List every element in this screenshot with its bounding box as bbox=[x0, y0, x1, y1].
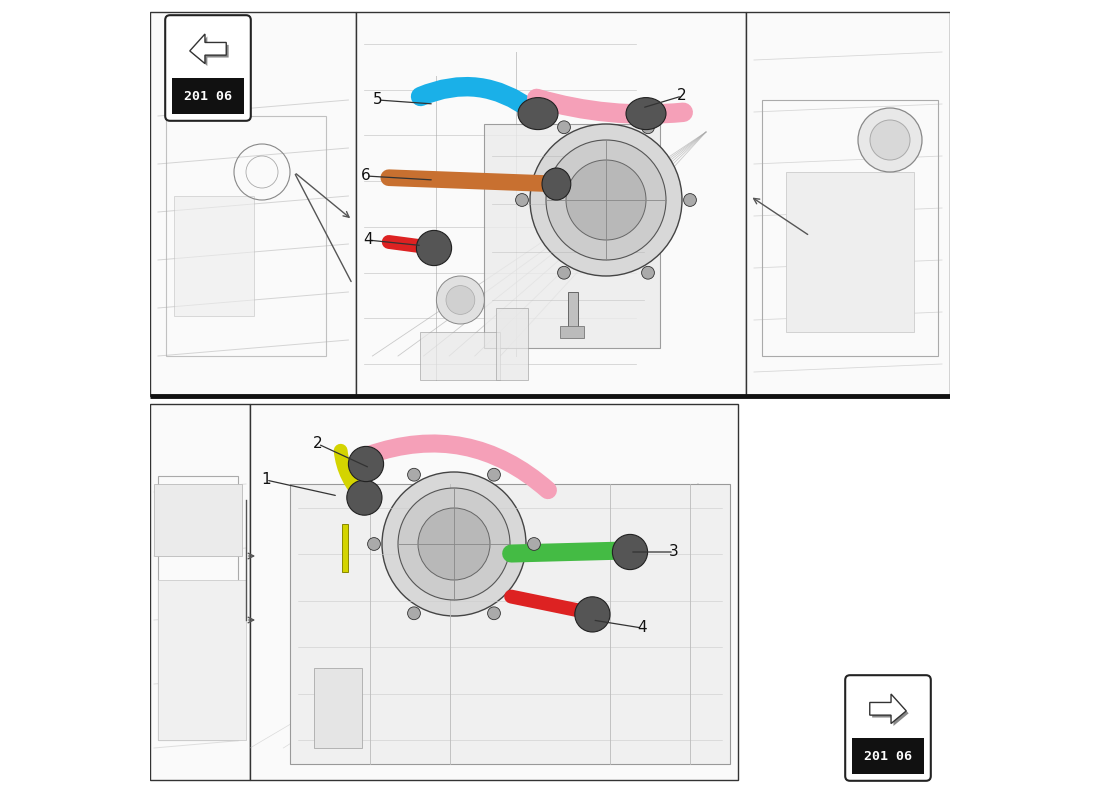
FancyArrowPatch shape bbox=[537, 98, 683, 114]
Circle shape bbox=[487, 468, 500, 481]
Bar bbox=[484, 124, 660, 348]
Bar bbox=[150, 12, 356, 396]
Circle shape bbox=[858, 108, 922, 172]
FancyBboxPatch shape bbox=[165, 15, 251, 121]
Text: 2: 2 bbox=[314, 437, 322, 451]
Bar bbox=[746, 12, 950, 396]
Circle shape bbox=[367, 538, 381, 550]
Circle shape bbox=[382, 472, 526, 616]
Circle shape bbox=[566, 160, 646, 240]
Text: 201 06: 201 06 bbox=[184, 90, 232, 103]
Circle shape bbox=[683, 194, 696, 206]
Text: 6: 6 bbox=[361, 169, 371, 183]
Circle shape bbox=[437, 276, 484, 324]
Text: a ZPartS.com: a ZPartS.com bbox=[383, 563, 588, 645]
Circle shape bbox=[418, 508, 490, 580]
Bar bbox=[158, 580, 246, 740]
Polygon shape bbox=[870, 694, 906, 723]
Text: 4: 4 bbox=[363, 233, 373, 247]
Polygon shape bbox=[192, 37, 229, 66]
Bar bbox=[356, 12, 746, 396]
Ellipse shape bbox=[518, 98, 558, 130]
Bar bbox=[173, 78, 243, 114]
Bar bbox=[560, 326, 584, 338]
Bar bbox=[154, 484, 242, 556]
Circle shape bbox=[641, 121, 654, 134]
Bar bbox=[158, 476, 238, 740]
Text: 4: 4 bbox=[637, 621, 647, 635]
Text: 2: 2 bbox=[678, 89, 686, 103]
Bar bbox=[150, 404, 250, 780]
FancyBboxPatch shape bbox=[845, 675, 931, 781]
FancyArrowPatch shape bbox=[368, 443, 548, 490]
Bar bbox=[166, 116, 326, 356]
FancyArrowPatch shape bbox=[420, 86, 531, 110]
Ellipse shape bbox=[417, 230, 452, 266]
Bar bbox=[852, 738, 924, 774]
Bar bbox=[314, 668, 362, 748]
Text: 1: 1 bbox=[261, 473, 271, 487]
Circle shape bbox=[530, 124, 682, 276]
Ellipse shape bbox=[542, 168, 571, 200]
Ellipse shape bbox=[346, 480, 382, 515]
Text: registered trademark: registered trademark bbox=[471, 198, 661, 266]
Circle shape bbox=[870, 120, 910, 160]
FancyArrowPatch shape bbox=[388, 242, 431, 248]
Bar bbox=[174, 196, 254, 316]
Ellipse shape bbox=[349, 446, 384, 482]
Bar bbox=[342, 524, 349, 572]
FancyArrowPatch shape bbox=[512, 597, 592, 613]
FancyArrowPatch shape bbox=[388, 178, 556, 184]
Bar bbox=[762, 100, 938, 356]
Polygon shape bbox=[872, 697, 909, 726]
Text: 201 06: 201 06 bbox=[864, 750, 912, 763]
Ellipse shape bbox=[626, 98, 666, 130]
Text: 5: 5 bbox=[373, 93, 383, 107]
FancyArrowPatch shape bbox=[512, 550, 627, 554]
Circle shape bbox=[546, 140, 666, 260]
Circle shape bbox=[408, 468, 420, 481]
Polygon shape bbox=[190, 34, 227, 63]
Circle shape bbox=[558, 266, 571, 279]
Circle shape bbox=[516, 194, 528, 206]
Ellipse shape bbox=[575, 597, 611, 632]
Bar bbox=[290, 484, 730, 764]
Text: a ZPartS.com: a ZPartS.com bbox=[447, 163, 653, 245]
Circle shape bbox=[408, 607, 420, 620]
Circle shape bbox=[446, 286, 475, 314]
Bar bbox=[496, 308, 528, 380]
Circle shape bbox=[487, 607, 500, 620]
Bar bbox=[250, 404, 738, 780]
Text: registered trademark: registered trademark bbox=[407, 598, 597, 666]
Bar bbox=[420, 332, 500, 380]
Circle shape bbox=[641, 266, 654, 279]
FancyArrowPatch shape bbox=[341, 450, 364, 498]
Circle shape bbox=[528, 538, 540, 550]
Ellipse shape bbox=[613, 534, 648, 570]
Bar bbox=[786, 172, 914, 332]
Bar bbox=[569, 292, 578, 332]
Circle shape bbox=[398, 488, 510, 600]
Circle shape bbox=[558, 121, 571, 134]
Text: 3: 3 bbox=[669, 545, 679, 559]
